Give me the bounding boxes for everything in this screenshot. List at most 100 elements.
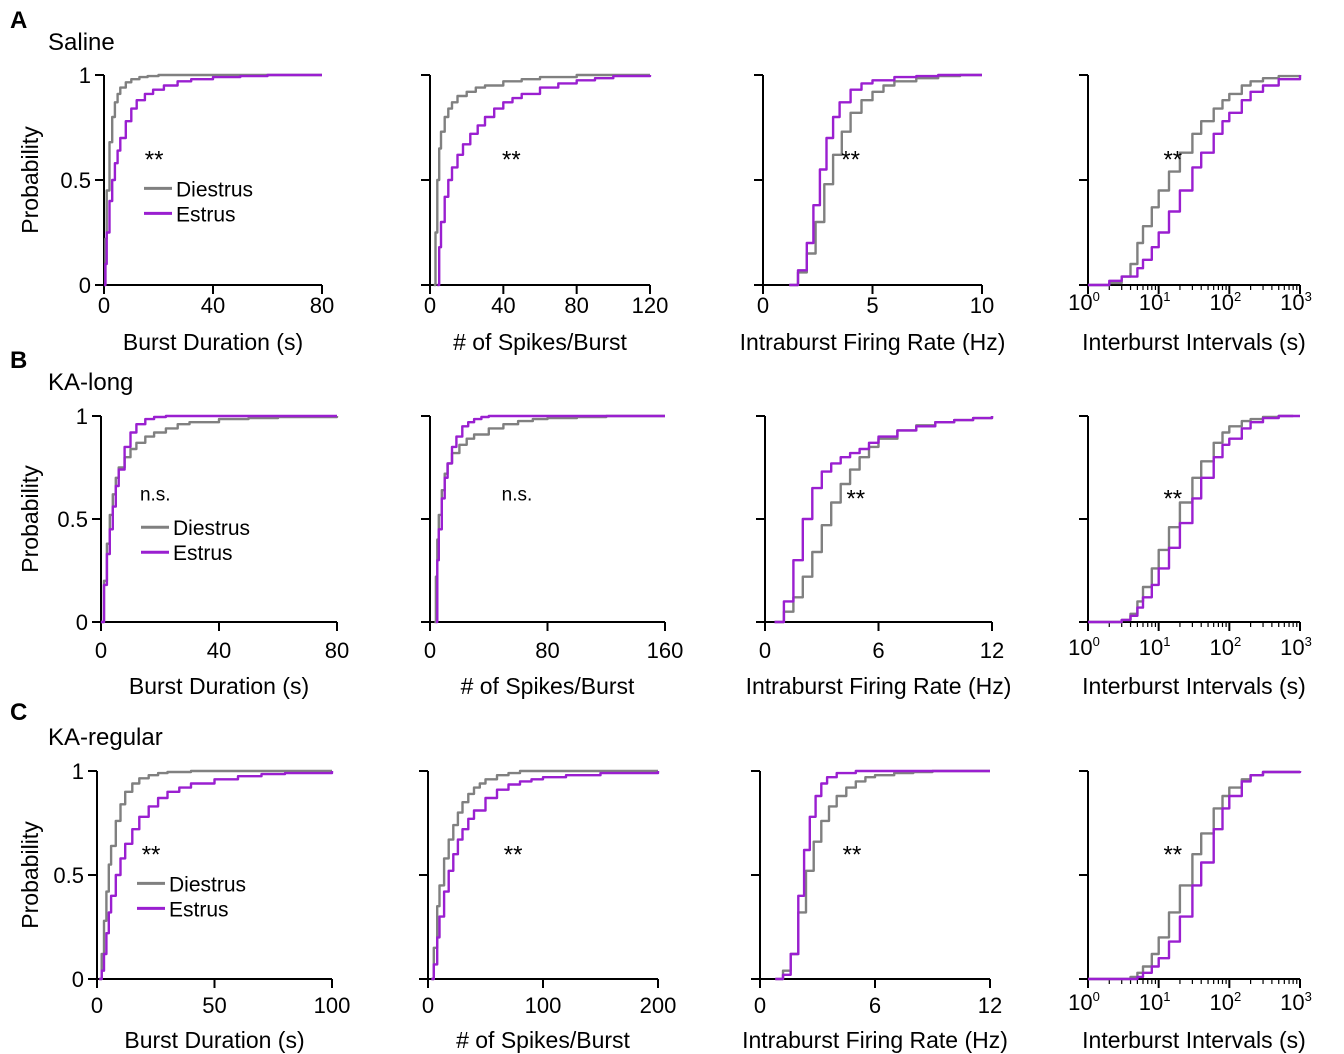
x-tick-label: 101 [1139,989,1171,1015]
legend-label: Diestrus [176,178,253,201]
series-line-diestrus [433,73,650,287]
x-tick-label: 12 [978,993,1002,1018]
series-line-estrus [99,771,334,981]
condition-label: KA-regular [48,724,163,751]
x-tick-label: 0 [422,993,434,1018]
x-axis-label: Burst Duration (s) [129,673,309,699]
significance-label: n.s. [502,484,533,505]
condition-label: Saline [48,29,115,56]
panel-row-B: B KA-long Probability 0 0.5 1 0 40 80 Burst Durat… [10,347,1312,699]
legend-label: Diestrus [173,517,250,540]
significance-label: ** [145,146,164,173]
chart-panel: 0 0.5 1 0 50 100 Burst Duration (s) ** DiestrusE… [53,759,350,1053]
chart-panel: 100 101 102 103 Interburst Intervals (s) ** [1068,74,1312,355]
x-axis-label: # of Spikes/Burst [461,673,635,699]
series-line-diestrus [775,769,990,981]
y-tick-label: 1 [79,63,91,88]
x-tick-label: 6 [869,993,881,1018]
series-line-diestrus [1088,770,1302,981]
series-line-estrus [775,769,990,981]
x-axis-label: Interburst Intervals (s) [1082,1027,1306,1053]
significance-label: n.s. [140,484,171,505]
x-tick-label: 103 [1280,989,1312,1015]
significance-label: ** [142,842,161,869]
series-line-estrus [104,73,322,287]
x-tick-label: 0 [424,638,436,663]
x-tick-label: 80 [325,638,349,663]
chart-panel: 0 5 10 Intraburst Firing Rate (Hz) ** [740,73,1006,355]
series-line-estrus [774,416,994,624]
legend-label: Estrus [173,542,233,565]
legend-label: Estrus [169,898,229,921]
x-axis-label: Intraburst Firing Rate (Hz) [746,673,1012,699]
chart-panel: 100 101 102 103 Interburst Intervals (s) ** [1068,770,1312,1053]
x-tick-label: 12 [980,638,1004,663]
x-tick-label: 100 [1068,989,1100,1015]
x-tick-label: 80 [310,293,334,318]
series-line-estrus [1088,75,1302,287]
x-tick-label: 0 [91,993,103,1018]
x-tick-label: 0 [754,993,766,1018]
y-axis-label: Probability [17,126,43,234]
series-line-estrus [1088,770,1302,981]
series-line-diestrus [789,73,982,287]
legend-label: Estrus [176,203,236,226]
x-tick-label: 0 [757,293,769,318]
chart-panel: 0 100 200 # of Spikes/Burst ** [419,769,676,1053]
panel-letter: B [10,347,27,374]
x-axis-label: Intraburst Firing Rate (Hz) [740,329,1006,355]
series-line-estrus [437,74,652,287]
y-tick-label: 0 [72,967,84,992]
series-line-diestrus [104,73,322,287]
x-tick-label: 100 [1068,634,1100,660]
x-tick-label: 0 [424,293,436,318]
series-line-estrus [435,414,665,624]
x-tick-label: 103 [1280,634,1312,660]
x-axis-label: Burst Duration (s) [123,329,303,355]
significance-label: ** [841,146,860,173]
x-tick-label: 102 [1209,634,1241,660]
x-tick-label: 80 [535,638,559,663]
x-tick-label: 160 [647,638,684,663]
x-tick-label: 120 [632,293,669,318]
x-axis-label: Intraburst Firing Rate (Hz) [742,1027,1008,1053]
series-line-diestrus [1088,74,1302,287]
y-axis-label: Probability [17,821,43,929]
series-line-estrus [1088,414,1300,624]
chart-panel: 0 80 160 # of Spikes/Burst n.s. [421,414,684,699]
x-tick-label: 40 [201,293,225,318]
y-axis-label: Probability [17,465,43,573]
series-line-diestrus [1088,414,1294,624]
series-line-diestrus [101,415,339,624]
condition-label: KA-long [48,369,133,396]
series-line-diestrus [99,769,332,981]
x-tick-label: 100 [525,993,562,1018]
y-tick-label: 1 [76,404,88,429]
x-tick-label: 102 [1209,289,1241,315]
x-tick-label: 101 [1139,289,1171,315]
significance-label: ** [1163,146,1182,173]
series-line-estrus [431,771,660,981]
x-axis-label: Burst Duration (s) [124,1027,304,1053]
chart-panel: 0 0.5 1 0 40 80 Burst Duration (s) ** DiestrusEs… [60,63,334,355]
chart-panel: 0 40 80 120# of Spikes/Burst ** [421,73,669,355]
x-tick-label: 6 [872,638,884,663]
series-line-diestrus [434,414,665,624]
significance-label: ** [1163,842,1182,869]
x-tick-label: 0 [95,638,107,663]
significance-label: ** [1163,486,1182,513]
x-tick-label: 0 [759,638,771,663]
x-tick-label: 103 [1280,289,1312,315]
series-line-estrus [789,73,982,287]
panel-letter: A [10,7,27,34]
series-line-diestrus [431,769,658,981]
x-axis-label: # of Spikes/Burst [456,1027,630,1053]
x-axis-label: Interburst Intervals (s) [1082,673,1306,699]
y-tick-label: 0.5 [57,507,88,532]
